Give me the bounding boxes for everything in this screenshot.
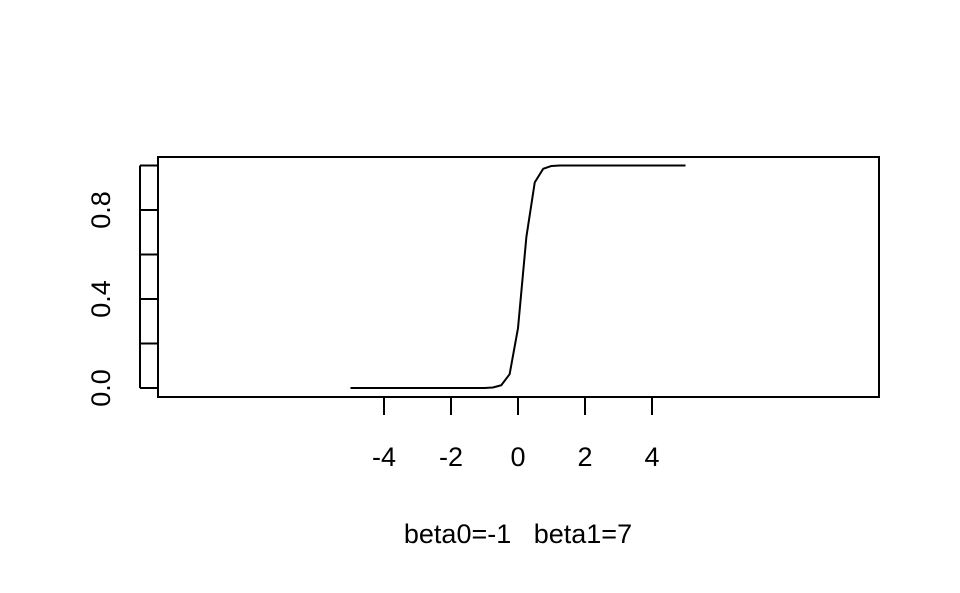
series-line [350, 164, 686, 389]
series-layer [350, 164, 686, 389]
x-tick-label: 2 [577, 442, 592, 472]
x-axis-label: beta0=-1 beta1=7 [404, 519, 632, 549]
x-tick-label: 0 [510, 442, 525, 472]
y-axis: 0.0 0.4 0.8 [86, 164, 158, 407]
x-tick-label: 4 [644, 442, 659, 472]
y-tick-label: 0.8 [86, 191, 116, 229]
x-tick-label: -2 [439, 442, 463, 472]
y-tick-label: 0.0 [86, 369, 116, 407]
plot-frame [157, 156, 880, 398]
x-tick-label: -4 [372, 442, 396, 472]
y-tick-label: 0.4 [86, 280, 116, 318]
x-axis: -4 -2 0 2 4 [372, 396, 660, 472]
